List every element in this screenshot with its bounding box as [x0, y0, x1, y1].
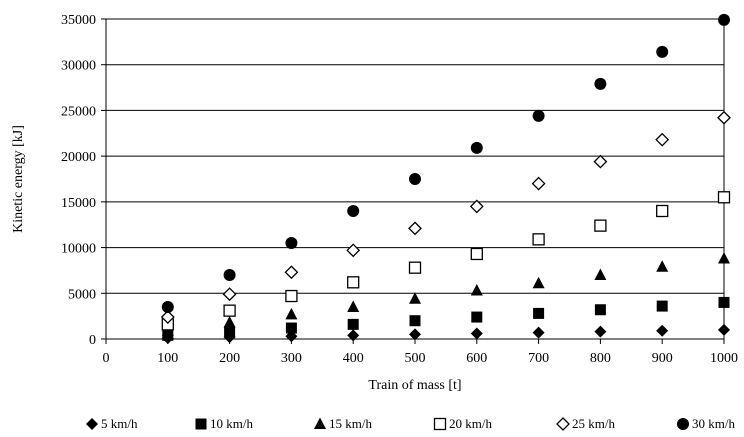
legend-marker: [314, 417, 326, 429]
legend-marker: [556, 417, 570, 431]
legend-marker: [677, 418, 689, 430]
x-tick-label: 500: [405, 351, 426, 366]
data-point: [409, 315, 421, 327]
data-point: [223, 316, 236, 328]
x-tick-label: 300: [281, 351, 302, 366]
data-point: [532, 326, 545, 339]
y-tick-label: 5000: [68, 287, 96, 302]
data-point: [656, 300, 668, 312]
data-point: [717, 191, 731, 204]
data-point: [593, 154, 608, 169]
x-tick-label: 1000: [710, 351, 738, 366]
y-tick-label: 10000: [61, 242, 96, 257]
data-point: [347, 276, 360, 289]
y-tick-label: 0: [89, 333, 96, 348]
data-point: [594, 325, 607, 338]
data-point: [346, 243, 361, 258]
y-tick-label: 25000: [61, 104, 96, 119]
data-point: [594, 77, 607, 90]
data-point: [409, 328, 421, 341]
legend-label: 10 km/h: [210, 416, 253, 431]
data-point: [532, 109, 545, 122]
data-point: [469, 199, 484, 214]
data-point: [594, 304, 606, 316]
data-point: [285, 307, 298, 320]
legend-label: 20 km/h: [449, 416, 492, 431]
data-point: [408, 261, 422, 274]
legend-item: 25 km/h: [556, 416, 615, 431]
data-point: [224, 326, 236, 338]
y-tick-labels: 0 5000 10000 15000 20000 25000 30000 35000: [61, 13, 96, 348]
data-point: [594, 219, 607, 232]
x-tick-labels: 0 100 200 300 400 500 600 700 800 900 1000: [103, 351, 739, 366]
data-point: [718, 296, 730, 308]
legend-label: 30 km/h: [692, 416, 735, 431]
data-point: [532, 233, 545, 246]
data-point: [222, 287, 237, 302]
data-point: [718, 323, 730, 336]
data-point: [223, 269, 236, 281]
data-point: [718, 13, 730, 26]
data-point: [409, 173, 421, 185]
x-tick-label: 600: [466, 351, 487, 366]
data-point: [223, 304, 236, 317]
data-point: [718, 252, 730, 264]
x-tick-label: 700: [528, 351, 549, 366]
data-point: [470, 141, 483, 154]
data-point: [347, 329, 360, 342]
legend-marker: [86, 418, 98, 430]
data-point: [656, 204, 669, 218]
data-point: [531, 176, 546, 191]
legend-item: 30 km/h: [677, 416, 735, 431]
data-point: [717, 110, 731, 125]
y-tick-label: 35000: [61, 13, 96, 28]
data-point: [285, 322, 297, 334]
legend-item: 5 km/h: [86, 416, 138, 431]
y-tick-label: 30000: [61, 59, 96, 74]
data-point: [347, 205, 360, 217]
data-point: [347, 318, 359, 330]
legend-item: 10 km/h: [195, 416, 253, 431]
data-point: [470, 247, 483, 261]
data-point: [470, 327, 483, 340]
data-point: [656, 260, 669, 272]
data-point: [594, 268, 607, 280]
legend-label: 15 km/h: [329, 416, 372, 431]
data-point: [532, 276, 545, 289]
legend-label: 25 km/h: [572, 416, 615, 431]
y-tick-label: 20000: [61, 150, 96, 165]
x-tick-label: 100: [157, 351, 178, 366]
legend-marker: [195, 418, 207, 430]
data-points: [160, 13, 731, 345]
legend-marker: [433, 417, 447, 431]
data-point: [347, 300, 360, 312]
y-tick-label: 15000: [61, 196, 96, 211]
legend-label: 5 km/h: [101, 416, 138, 431]
data-point: [470, 284, 483, 296]
x-tick-label: 900: [652, 351, 673, 366]
data-point: [161, 301, 174, 313]
data-point: [160, 310, 175, 324]
x-tick-label: 400: [343, 351, 364, 366]
x-tick-label: 800: [590, 351, 611, 366]
data-point: [655, 132, 670, 147]
data-point: [285, 237, 298, 249]
legend: 5 km/h 10 km/h 15 km/h 20 km/h 25 km/h 30 km/…: [86, 416, 735, 431]
data-point: [656, 45, 669, 58]
data-point: [285, 289, 298, 303]
data-point: [533, 307, 545, 319]
x-tick-label: 200: [219, 351, 240, 366]
x-tick-label: 0: [103, 351, 110, 366]
data-point: [284, 265, 299, 280]
data-point: [656, 324, 669, 337]
data-point: [409, 292, 421, 304]
x-axis-title: Train of mass [t]: [368, 378, 461, 393]
data-point: [471, 311, 483, 323]
data-point: [408, 221, 422, 236]
legend-item: 20 km/h: [433, 416, 492, 431]
legend-item: 15 km/h: [314, 416, 372, 431]
y-axis-title: Kinetic energy [kJ]: [11, 125, 26, 233]
